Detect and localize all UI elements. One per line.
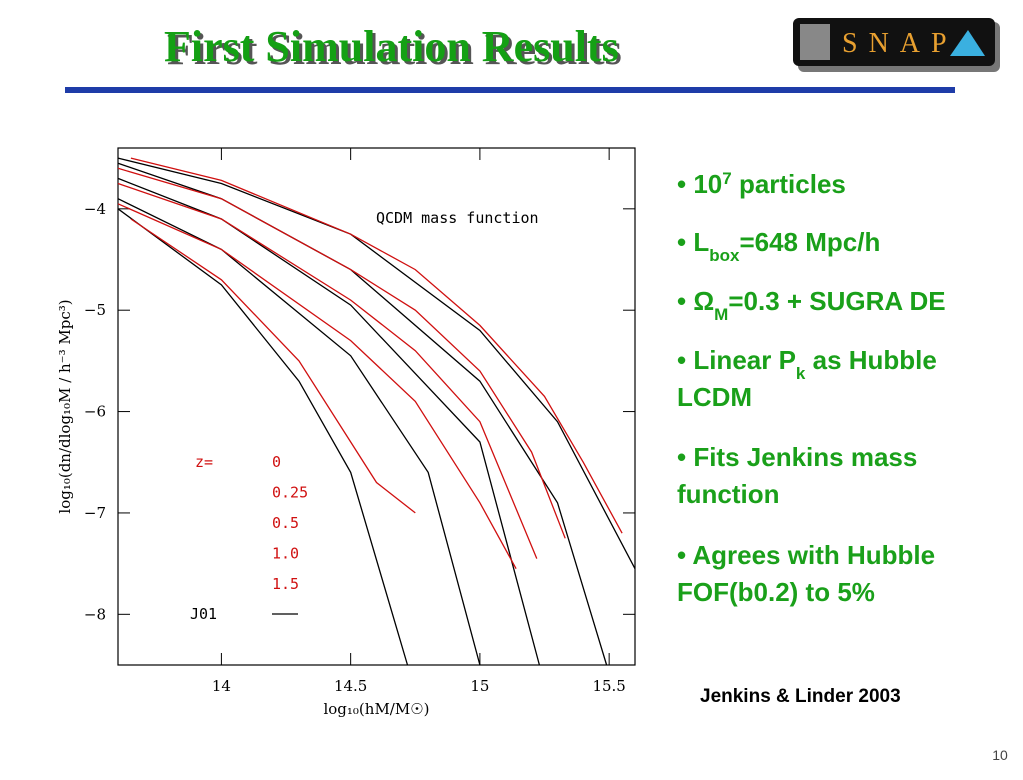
legend-title: z= <box>195 453 213 471</box>
fit-line <box>117 198 481 666</box>
series-line <box>130 157 623 534</box>
plot: 14 14.5 15 15.5 −4 −5 −6 −7 −8 log₁₀(hM/M☉) log₁₀(… <box>56 148 636 718</box>
bullet-part: FOF(b0.2) to 5% <box>677 577 875 607</box>
fit-line <box>117 157 636 570</box>
bullet-part: LCDM <box>677 382 752 412</box>
divider <box>65 87 955 93</box>
x-tick-label: 15.5 <box>592 677 625 695</box>
bullet-text: • Agrees with Hubble <box>677 540 935 570</box>
bullet-text: • Linear Pk as Hubble <box>677 345 937 383</box>
bullet-text: FOF(b0.2) to 5% <box>677 577 875 607</box>
legend-label: 0 <box>272 453 281 471</box>
x-tick-label: 14.5 <box>334 677 367 695</box>
fit-line <box>117 162 608 666</box>
y-tick-label: −8 <box>84 605 106 623</box>
series-line <box>117 167 566 539</box>
bullet-part: • L <box>677 227 709 257</box>
x-tick-label: 15 <box>470 677 489 695</box>
bullet-part: particles <box>732 169 846 199</box>
series-line <box>130 218 416 514</box>
x-axis-label: log₁₀(hM/M☉) <box>323 700 429 718</box>
logo-text: SNAP <box>842 28 958 59</box>
bullet-text: function <box>677 479 780 509</box>
bullet-part: • 10 <box>677 169 722 199</box>
bullet-part: k <box>796 364 806 383</box>
bullet-part: • Fits Jenkins mass <box>677 442 917 472</box>
bullet-part: as Hubble <box>805 345 936 375</box>
fit-line <box>117 208 409 666</box>
bullet-part: function <box>677 479 780 509</box>
bullet-part: • Linear P <box>677 345 796 375</box>
y-tick-label: −7 <box>84 504 106 522</box>
bullet-part: 7 <box>722 169 731 188</box>
bullet-part: M <box>714 305 728 324</box>
bullet-text: • ΩM=0.3 + SUGRA DE <box>677 286 946 324</box>
legend-label: 1.5 <box>272 575 299 593</box>
bullet-part: • Agrees with Hubble <box>677 540 935 570</box>
title: First Simulation Results <box>164 22 619 71</box>
annotation: QCDM mass function <box>376 209 539 227</box>
series-line <box>117 203 517 570</box>
fit-line <box>117 177 541 666</box>
bullet-list: • 107 particles • Lbox=648 Mpc/h • ΩM=0.3 … <box>677 169 946 608</box>
logo-spectrum <box>950 30 985 56</box>
title-shadow: First Simulation Results <box>167 25 622 74</box>
x-tick-label: 14 <box>212 677 231 695</box>
bullet-part: =0.3 + SUGRA DE <box>728 286 945 316</box>
plot-frame <box>117 147 636 666</box>
bullet-text: • 107 particles <box>677 169 846 200</box>
legend-label: 0.25 <box>272 484 308 502</box>
legend-label: J01 <box>190 605 217 623</box>
series-line <box>117 182 538 559</box>
bullet-part: box <box>709 246 740 265</box>
page-number: 10 <box>992 747 1008 763</box>
bullet-text: • Fits Jenkins mass <box>677 442 917 472</box>
y-axis-label: log₁₀(dn/dlog₁₀M / h⁻³ Mpc³) <box>56 299 74 513</box>
y-tick-label: −6 <box>84 403 106 421</box>
legend-label: 1.0 <box>272 545 299 563</box>
bullet-text: • Lbox=648 Mpc/h <box>677 227 880 265</box>
citation: Jenkins & Linder 2003 <box>700 686 901 707</box>
y-tick-label: −4 <box>84 200 106 218</box>
legend-label: 0.5 <box>272 514 299 532</box>
logo <box>793 18 995 66</box>
bullet-part: =648 Mpc/h <box>739 227 880 257</box>
logo-image <box>800 24 830 60</box>
y-tick-label: −5 <box>84 301 106 319</box>
bullet-part: • Ω <box>677 286 714 316</box>
bullet-text: LCDM <box>677 382 752 412</box>
